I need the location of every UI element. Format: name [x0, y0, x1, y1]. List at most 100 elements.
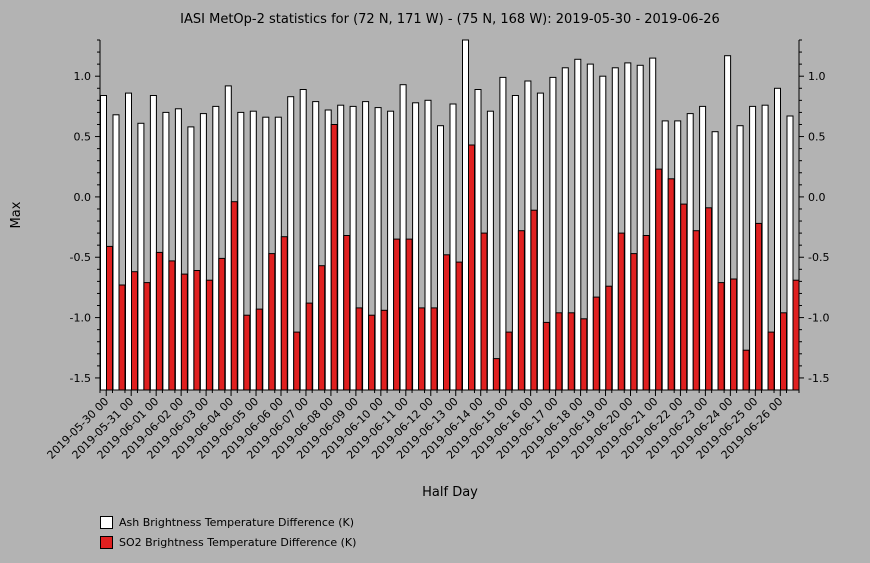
so2-bar [480, 232, 488, 391]
ash-bar [474, 89, 482, 391]
ash-bar [287, 96, 295, 391]
so2-bar [755, 222, 763, 391]
ash-bar [424, 99, 432, 391]
so2-bar [443, 254, 450, 391]
ash-bar [187, 126, 195, 391]
ash-bar [624, 62, 632, 391]
so2-bar [530, 209, 538, 391]
ash-bar [536, 92, 544, 391]
so2-bar [468, 144, 475, 391]
so2-bar [355, 307, 363, 391]
y-tick-label-left: -1.5 [70, 372, 91, 385]
ash-bar [486, 110, 494, 391]
so2-bar [230, 201, 238, 391]
ash-bar [437, 125, 444, 391]
so2-bar [542, 321, 550, 391]
ash-bar [724, 55, 732, 391]
legend-swatch-ash [100, 515, 113, 529]
ash-bar [462, 39, 469, 391]
ash-bar [649, 57, 657, 391]
y-tick-label-left: 0.5 [74, 131, 92, 144]
y-tick-label-right: -1.0 [808, 312, 829, 325]
ash-bar [561, 67, 569, 391]
so2-bar [218, 257, 226, 391]
ash-bar [149, 95, 157, 391]
ash-bar [749, 105, 757, 391]
ash-bar [162, 111, 170, 391]
y-axis-label: Max [9, 201, 24, 228]
ash-bar [199, 113, 207, 391]
so2-bar [393, 238, 401, 391]
y-tick-label-right: -0.5 [808, 251, 829, 264]
y-tick-label-left: 0.0 [74, 191, 92, 204]
ash-bar [786, 115, 794, 391]
ash-bar [212, 105, 220, 391]
ash-bar [774, 87, 781, 391]
so2-bar [255, 308, 263, 391]
ash-bar [337, 104, 345, 391]
ash-bar [499, 76, 507, 391]
ash-bar [374, 107, 382, 391]
so2-bar [717, 282, 725, 391]
so2-bar [368, 314, 376, 391]
so2-bar [193, 270, 201, 391]
ash-bar [299, 89, 307, 391]
so2-bar [155, 251, 163, 391]
ash-bar [761, 104, 769, 391]
so2-bar [293, 331, 301, 391]
so2-bar [492, 358, 500, 391]
ash-bar [174, 108, 182, 391]
legend-label-so2: SO2 Brightness Temperature Difference (K… [119, 535, 357, 549]
ash-bar [524, 80, 532, 391]
ash-bar [661, 120, 669, 391]
legend-label-ash: Ash Brightness Temperature Difference (K… [119, 515, 354, 529]
ash-bar [399, 84, 407, 391]
so2-bar [630, 253, 638, 391]
y-tick-label-right: 1.0 [808, 70, 826, 83]
ash-bar [574, 58, 582, 391]
y-tick-label-right: 0.0 [808, 191, 826, 204]
so2-bar [730, 278, 738, 391]
bars-group [100, 39, 800, 391]
ash-bar [412, 102, 420, 391]
ash-bar [349, 105, 357, 391]
y-tick-label-right: -1.5 [808, 372, 829, 385]
so2-bar [680, 203, 688, 391]
so2-bar [243, 314, 251, 391]
so2-bar [330, 124, 338, 391]
so2-bar [268, 253, 276, 391]
ash-bar [324, 109, 332, 391]
so2-bar [667, 178, 675, 391]
ash-bar [362, 101, 370, 391]
so2-bar [205, 279, 213, 391]
ash-bar [112, 114, 120, 391]
so2-bar [143, 282, 151, 391]
ash-bar [387, 110, 395, 391]
legend-swatch-so2 [100, 535, 113, 549]
chart-title: IASI MetOp-2 statistics for (72 N, 171 W… [180, 12, 720, 27]
so2-bar [742, 349, 750, 391]
legend-item-ash: Ash Brightness Temperature Difference (K… [100, 512, 356, 532]
ash-bar [586, 63, 594, 391]
so2-bar [168, 260, 176, 391]
so2-bar [405, 238, 413, 391]
x-axis-label: Half Day [422, 485, 478, 500]
so2-bar [318, 265, 326, 391]
so2-bar [180, 273, 188, 391]
ash-bar [249, 110, 257, 391]
y-tick-label-right: 0.5 [808, 131, 826, 144]
so2-bar [505, 331, 513, 391]
y-tick-label-left: -1.0 [70, 312, 91, 325]
so2-bar [642, 235, 650, 391]
ash-bar [674, 120, 682, 391]
so2-bar [580, 318, 588, 391]
so2-bar [792, 279, 800, 391]
ash-bar [237, 111, 245, 391]
ash-bar [137, 122, 145, 391]
so2-bar [605, 285, 613, 391]
so2-bar [118, 284, 126, 391]
so2-bar [305, 302, 313, 391]
so2-bar [555, 312, 563, 391]
